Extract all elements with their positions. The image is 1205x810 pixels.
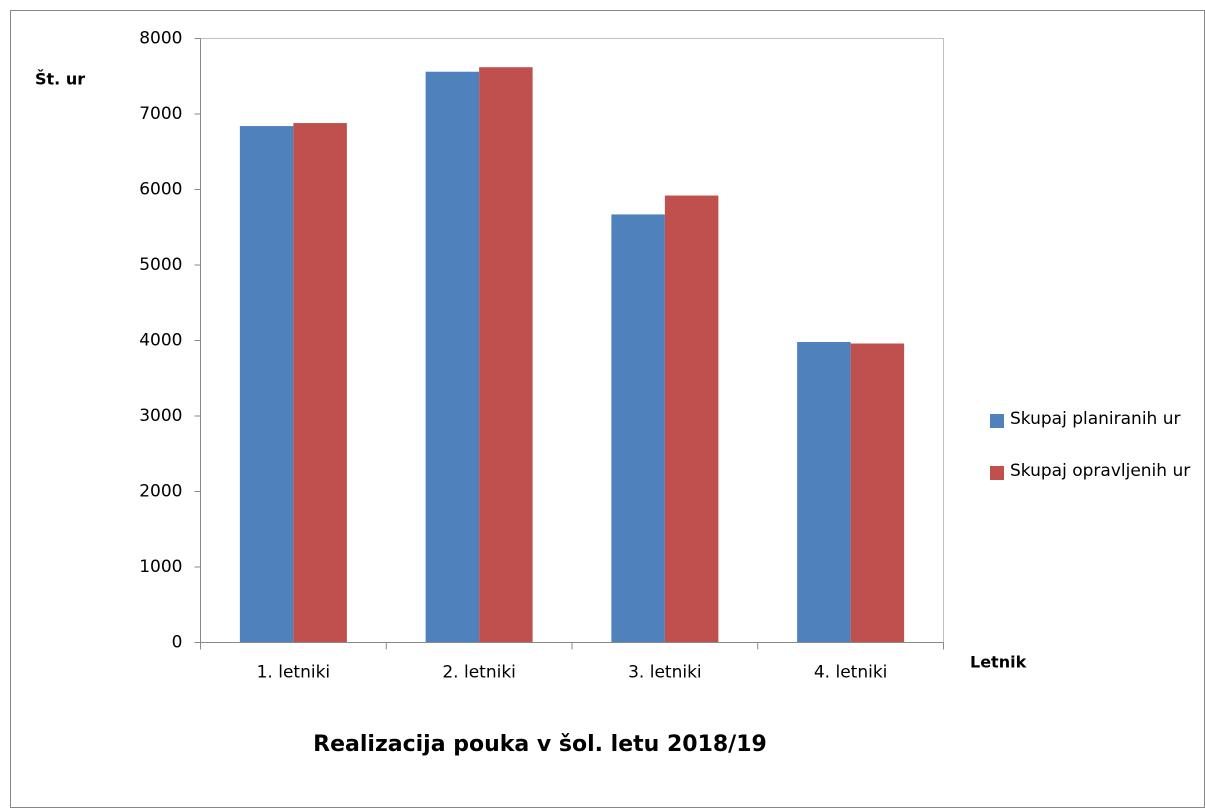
legend-swatch <box>990 466 1004 480</box>
bar <box>850 343 905 643</box>
x-tick-label: 1. letniki <box>257 663 331 683</box>
y-tick-label: 7000 <box>139 104 182 124</box>
bar <box>425 71 480 643</box>
x-tick-label: 2. letniki <box>442 663 516 683</box>
y-tick-label: 4000 <box>139 331 182 351</box>
y-tick-label: 0 <box>172 633 183 653</box>
y-tick-label: 8000 <box>139 29 182 49</box>
x-tick-label: 3. letniki <box>628 663 702 683</box>
bar <box>797 342 851 643</box>
legend-swatch <box>990 414 1004 428</box>
legend-label: Skupaj opravljenih ur <box>1010 461 1191 481</box>
bar <box>293 123 347 643</box>
y-tick-label: 3000 <box>139 406 182 426</box>
bar <box>611 214 665 643</box>
y-axis-label: Št. ur <box>35 70 85 89</box>
bar <box>479 67 533 643</box>
x-axis-label: Letnik <box>970 653 1027 672</box>
y-tick-label: 6000 <box>139 180 182 200</box>
legend: Skupaj planiranih ur Skupaj opravljenih u… <box>990 405 1195 509</box>
legend-label: Skupaj planiranih ur <box>1010 409 1181 429</box>
bar <box>664 195 719 643</box>
y-tick-label: 1000 <box>139 557 182 577</box>
legend-item: Skupaj opravljenih ur <box>990 457 1195 485</box>
legend-item: Skupaj planiranih ur <box>990 405 1195 433</box>
chart-title: Realizacija pouka v šol. letu 2018/19 <box>313 732 767 757</box>
x-tick-label: 4. letniki <box>814 663 888 683</box>
y-tick-label: 2000 <box>139 482 182 502</box>
bar <box>239 126 294 643</box>
y-tick-label: 5000 <box>139 255 182 275</box>
